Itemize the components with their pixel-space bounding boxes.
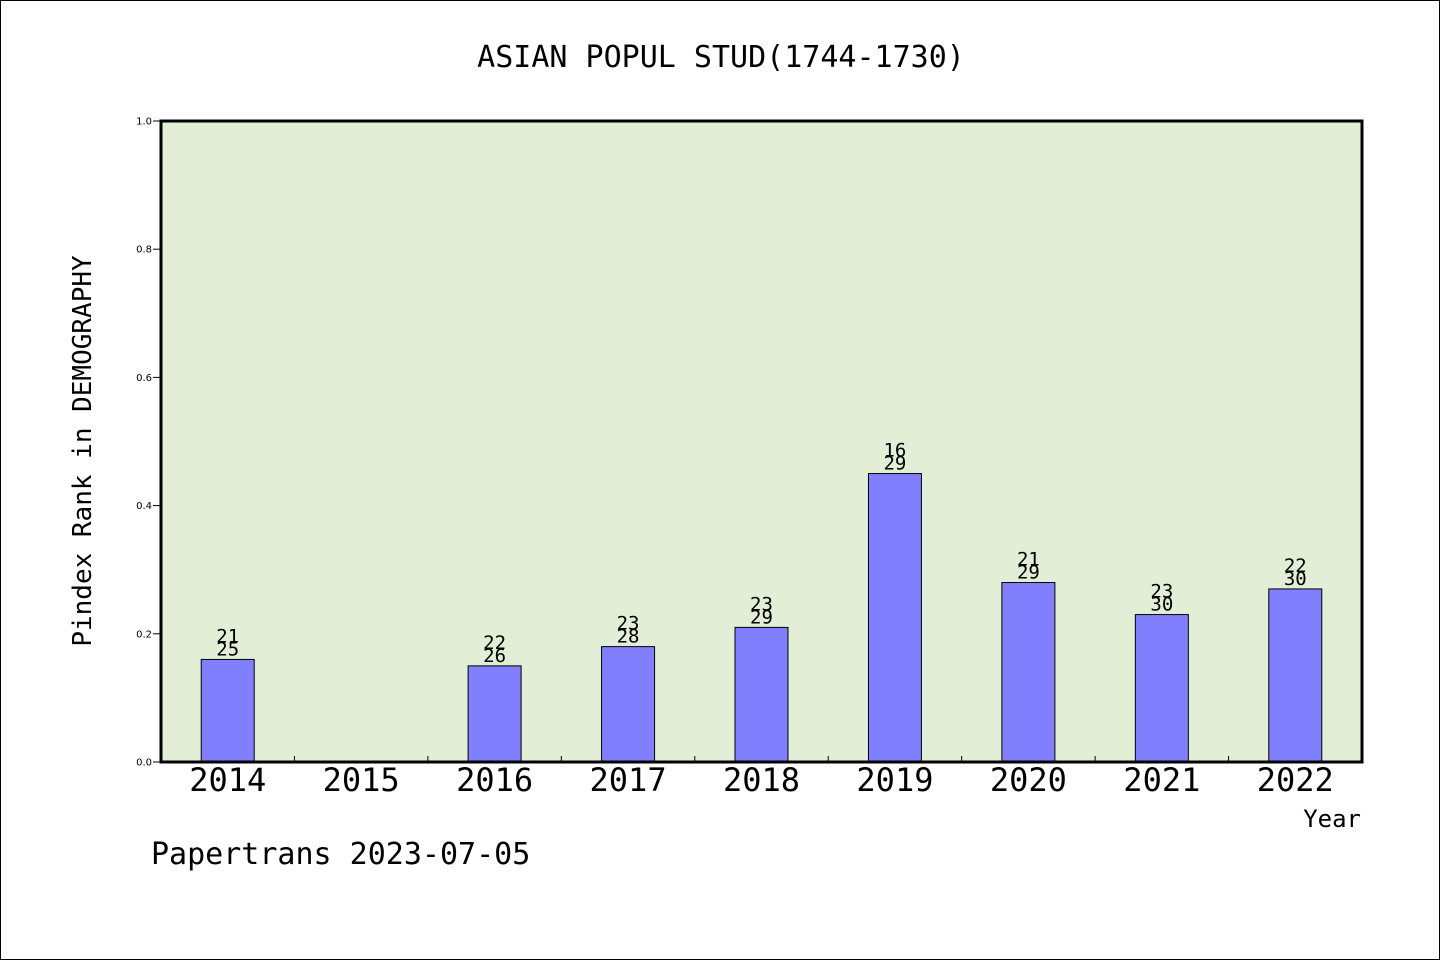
y-axis-ticks: 0.0 0.2 0.4 0.6 0.8 1.0 (136, 117, 161, 769)
x-tick-label-2017: 2017 (590, 761, 667, 799)
bar-2020 (1001, 582, 1056, 763)
x-tick-label-2021: 2021 (1123, 761, 1200, 799)
bar-2014 (200, 658, 255, 763)
bar-label-bottom-2014: 25 (216, 638, 239, 660)
y-tick-label-0.4: 0.4 (136, 501, 152, 512)
y-tick-label-1.0: 1.0 (136, 117, 152, 128)
bar-label-bottom-2016: 26 (483, 645, 506, 667)
x-tick-label-2022: 2022 (1257, 761, 1334, 799)
x-tick-label-2016: 2016 (456, 761, 533, 799)
bar-2018 (734, 626, 789, 763)
bar-label-top-2022: 22 (1284, 555, 1307, 577)
x-tick-label-2018: 2018 (723, 761, 800, 799)
bar-label-bottom-2019: 29 (883, 453, 906, 475)
x-axis-ticks: 2014 2015 2016 2017 2018 2019 2020 2021 2022 (189, 756, 1334, 799)
bar-label-top-2019: 16 (883, 440, 906, 462)
bar-2016 (467, 665, 522, 763)
bar-label-bottom-2018: 29 (750, 606, 773, 628)
bar-label-bottom-2017: 28 (617, 626, 640, 648)
y-tick-label-0.0: 0.0 (136, 758, 152, 769)
bar-2021 (1134, 614, 1189, 763)
bar-label-bottom-2022: 30 (1284, 568, 1307, 590)
y-tick-label-0.8: 0.8 (136, 245, 152, 256)
bar-label-top-2020: 21 (1017, 549, 1040, 571)
bar-label-top-2014: 21 (216, 625, 239, 647)
bar-label-bottom-2020: 29 (1017, 562, 1040, 584)
x-tick-label-2015: 2015 (323, 761, 400, 799)
bar-2019 (867, 473, 922, 763)
x-tick-label-2014: 2014 (189, 761, 266, 799)
y-tick-label-0.2: 0.2 (136, 629, 152, 640)
chart-title: ASIAN POPUL STUD(1744-1730) (477, 40, 965, 75)
bar-label-bottom-2021: 30 (1150, 594, 1173, 616)
bar-label-top-2017: 23 (617, 613, 640, 635)
bar-label-top-2021: 23 (1150, 581, 1173, 603)
bar-2017 (601, 646, 656, 763)
bar-group (200, 473, 1323, 763)
footer-date: Papertrans 2023-07-05 (151, 837, 530, 872)
bar-label-top-2018: 23 (750, 593, 773, 615)
x-tick-label-2019: 2019 (856, 761, 933, 799)
bar-label-top-2016: 22 (483, 632, 506, 654)
y-axis-label: Pindex Rank in DEMOGRAPHY (68, 255, 98, 647)
y-tick-label-0.6: 0.6 (136, 373, 152, 384)
x-axis-label: Year (1303, 805, 1361, 833)
x-tick-label-2020: 2020 (990, 761, 1067, 799)
bar-2022 (1268, 588, 1323, 763)
plot-border (159, 119, 1364, 764)
